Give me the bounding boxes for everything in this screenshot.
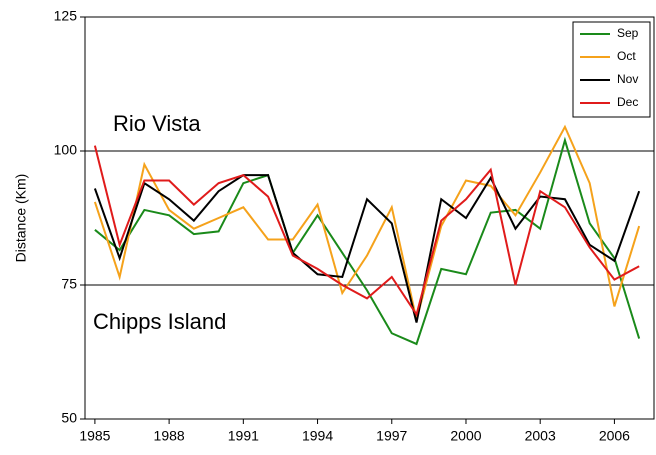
legend-label: Dec [617,95,638,109]
y-tick-label: 125 [54,8,78,24]
legend-box [572,21,651,118]
x-tick-label: 1991 [228,428,259,444]
y-tick-label: 50 [61,410,77,426]
y-tick-label: 75 [61,276,77,292]
x-tick-label: 1988 [154,428,185,444]
legend-label: Nov [617,72,638,86]
series-line [93,174,641,323]
x-tick-label: 1985 [79,428,110,444]
y-tick-label: 100 [54,142,78,158]
annotation: Chipps Island [93,309,226,334]
series-line [94,136,641,346]
series-line [93,145,640,317]
plot-frame [84,16,655,420]
x-tick-label: 2000 [450,428,481,444]
legend-label: Sep [617,26,639,40]
x-tick-label: 2006 [599,428,630,444]
x-tick-label: 2003 [525,428,556,444]
x-tick-label: 1997 [376,428,407,444]
x-tick-label: 1994 [302,428,333,444]
series-line [93,124,641,321]
legend-label: Oct [617,49,636,63]
annotation: Rio Vista [113,111,201,136]
y-axis-label: Distance (Km) [13,174,29,263]
